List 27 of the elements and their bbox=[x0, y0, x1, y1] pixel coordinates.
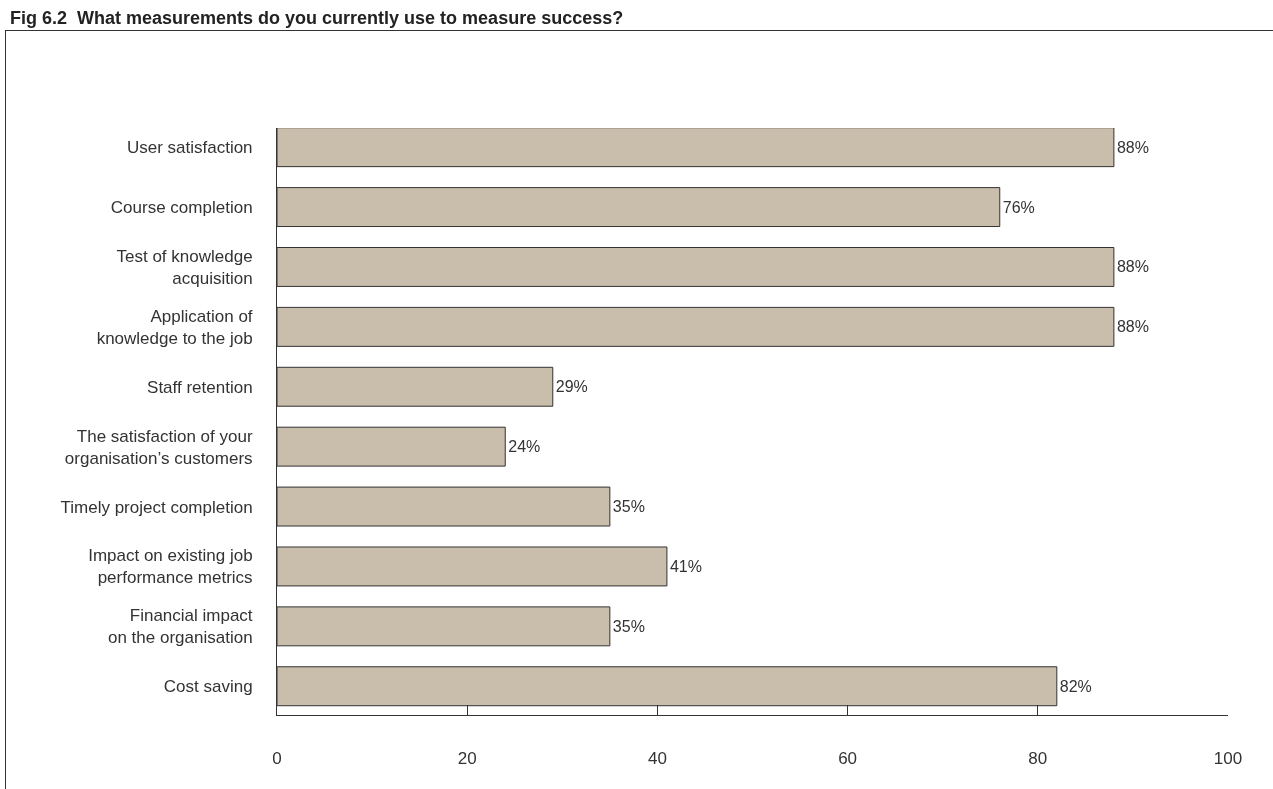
y-tick-label: User satisfaction bbox=[126, 138, 253, 158]
x-tick-label: 0 bbox=[272, 749, 282, 769]
x-tick-label: 20 bbox=[457, 749, 477, 769]
y-tick-label: Impact on existing job performance metrics bbox=[88, 546, 253, 588]
y-tick-label: Timely project completion bbox=[60, 497, 253, 517]
x-tick-label: 60 bbox=[838, 749, 858, 769]
chart-title: Fig 6.2 What measurements do you currently use to measure success? bbox=[10, 8, 624, 29]
data-label: 35% bbox=[612, 617, 645, 635]
y-tick-label: Test of knowledge acquisition bbox=[116, 246, 253, 288]
y-tick-label: Financial impact on the organisation bbox=[107, 606, 253, 648]
y-tick-label: Cost saving bbox=[163, 677, 253, 697]
y-tick-label: The satisfaction of your organisation’s customers bbox=[64, 426, 253, 468]
data-label: 82% bbox=[1059, 677, 1092, 695]
data-label: 88% bbox=[1116, 258, 1149, 276]
data-label: 88% bbox=[1116, 138, 1149, 156]
data-label: 76% bbox=[1002, 198, 1035, 216]
x-tick-label: 100 bbox=[1213, 749, 1243, 769]
y-tick-label: Staff retention bbox=[147, 377, 253, 397]
data-label: 29% bbox=[555, 378, 588, 396]
data-label: 41% bbox=[669, 557, 702, 575]
data-label: 88% bbox=[1116, 318, 1149, 336]
x-tick-label: 40 bbox=[647, 749, 667, 769]
data-label: 35% bbox=[612, 498, 645, 516]
x-tick-label: 80 bbox=[1028, 749, 1048, 769]
y-tick-label: Application of knowledge to the job bbox=[96, 306, 253, 348]
y-tick-label: Course completion bbox=[110, 198, 253, 218]
data-label: 24% bbox=[508, 438, 541, 456]
